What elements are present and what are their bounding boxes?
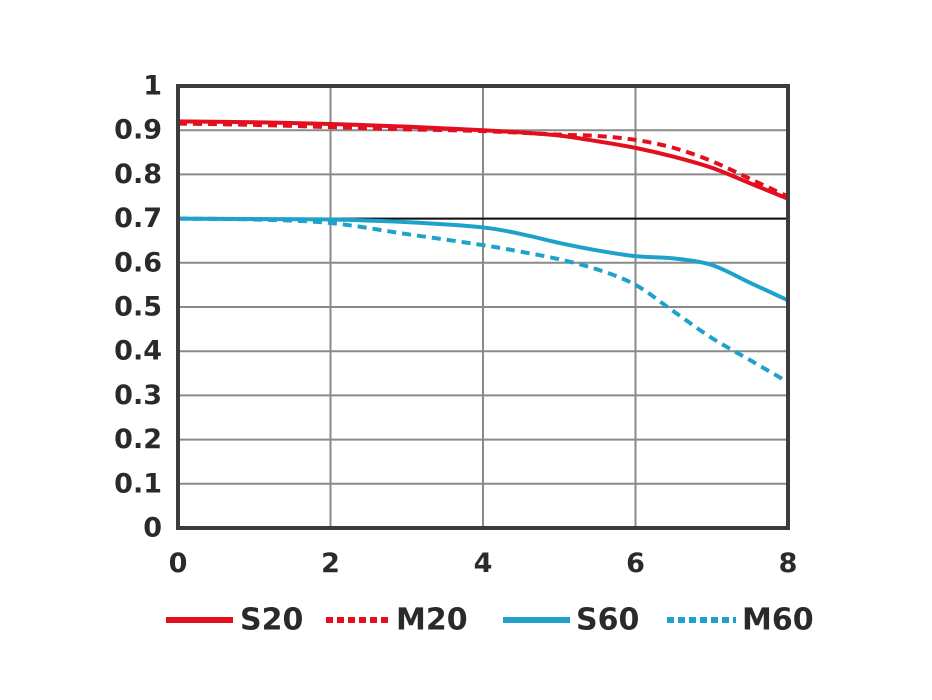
y-tick-label: 0.5 xyxy=(114,292,162,323)
legend-item-m60: M60 xyxy=(667,603,814,638)
x-tick-label: 4 xyxy=(474,548,493,579)
y-tick-label: 0.4 xyxy=(114,336,162,367)
x-tick-label: 2 xyxy=(321,548,340,579)
y-axis-tick-labels: 0 0.1 0.2 0.3 0.4 0.5 0.6 0.7 0.8 0.9 1 xyxy=(114,71,162,544)
x-tick-label: 0 xyxy=(169,548,188,579)
series-line-s20 xyxy=(177,119,789,201)
y-tick-label: 0.6 xyxy=(114,247,162,278)
y-tick-label: 0.7 xyxy=(114,203,162,234)
y-tick-label: 0.9 xyxy=(114,115,162,146)
series-layer xyxy=(177,119,790,384)
y-tick-label: 0 xyxy=(143,513,162,544)
x-tick-label: 8 xyxy=(779,548,798,579)
legend-item-s20: S20 xyxy=(166,603,303,638)
y-tick-label: 0.1 xyxy=(114,468,162,499)
x-axis-tick-labels: 0 2 4 6 8 xyxy=(169,548,798,579)
legend-item-s60: S60 xyxy=(503,603,639,638)
legend: S20 M20 S60 M60 xyxy=(166,603,814,638)
legend-label: M60 xyxy=(742,603,814,638)
x-tick-label: 6 xyxy=(626,548,645,579)
series-line-s60 xyxy=(177,216,789,303)
legend-item-m20: M20 xyxy=(326,603,468,638)
legend-label: S60 xyxy=(576,603,639,638)
y-tick-label: 1 xyxy=(143,71,162,102)
plot-frame xyxy=(176,84,790,530)
y-tick-label: 0.3 xyxy=(114,380,162,411)
y-tick-label: 0.8 xyxy=(114,159,162,190)
series-line-m60 xyxy=(177,216,790,384)
grid xyxy=(177,85,789,529)
legend-label: M20 xyxy=(396,603,468,638)
legend-label: S20 xyxy=(240,603,303,638)
y-tick-label: 0.2 xyxy=(114,424,162,455)
